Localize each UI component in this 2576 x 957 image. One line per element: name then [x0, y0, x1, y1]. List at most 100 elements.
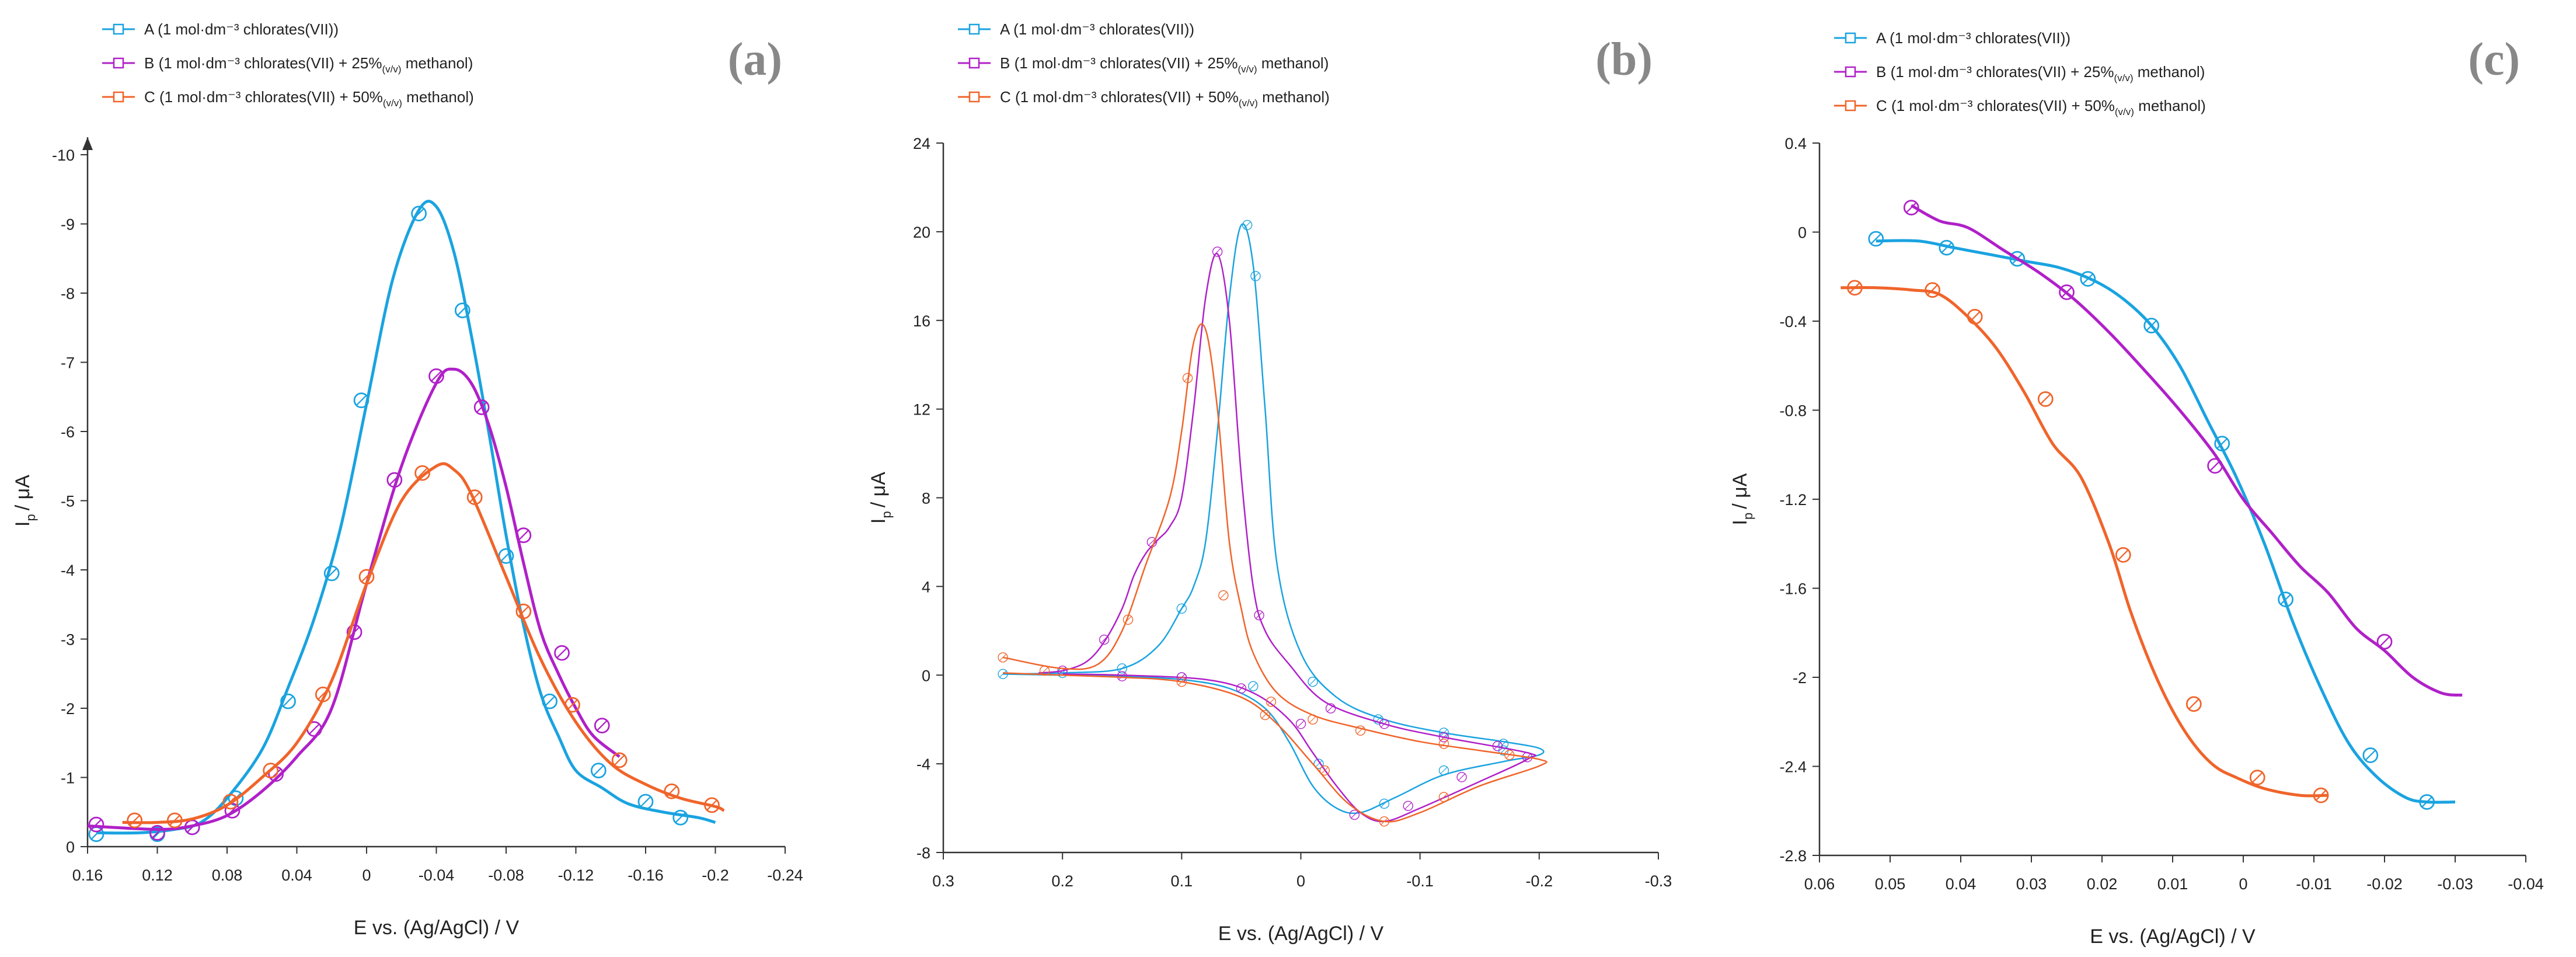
series-c-1	[1868, 231, 2456, 810]
data-point-slash	[1404, 802, 1412, 810]
chart-c: 0.06 0.05 0.04 0.03 0.02 0.01 0 -0.01 -0.02 -0.03…	[1729, 29, 2544, 948]
legend-item: B (1 mol·dm⁻³ chlorates(VII) + 25%(v/v) …	[958, 54, 1329, 75]
data-point	[127, 812, 143, 829]
panel-b: 0.3 0.2 0.1 0 -0.1 -0.2 -0.3 -8 -4 0 4 8 12 16 20 24 E v…	[859, 0, 1717, 954]
series-line	[1841, 286, 2328, 798]
y-axis-label: Ip / μA	[12, 475, 38, 527]
data-point-slash	[1118, 673, 1126, 680]
x-tick-label: 0	[362, 866, 371, 884]
data-point	[224, 803, 240, 819]
data-point-slash	[469, 492, 480, 503]
data-point-slash	[1440, 740, 1448, 747]
legend-name: B (1 mol·dm⁻³ chlorates(VII) + 25%	[1876, 63, 2114, 81]
data-point-slash	[999, 653, 1007, 661]
data-point	[2313, 787, 2329, 803]
data-point	[411, 206, 427, 222]
data-point	[88, 816, 104, 833]
y-axis-arrow-icon	[82, 137, 93, 150]
data-point	[564, 697, 580, 713]
legend-name: B (1 mol·dm⁻³ chlorates(VII) + 25%	[144, 54, 382, 72]
x-tick-label: -0.2	[702, 866, 729, 884]
legend-label: C (1 mol·dm⁻³ chlorates(VII) + 50%(v/v) …	[1000, 88, 1330, 109]
x-tick-label: 0.3	[932, 872, 954, 890]
x-tick-label: 0.06	[1804, 875, 1835, 893]
series-c-2	[1903, 200, 2463, 697]
y-tick-label: -6	[61, 423, 75, 441]
y-label-main: I	[867, 518, 890, 523]
x-tick-label: 0	[1296, 872, 1305, 890]
data-point	[1117, 671, 1127, 681]
series-line	[1876, 239, 2456, 804]
data-point-slash	[1458, 773, 1466, 781]
legend-sub: (v/v)	[382, 64, 401, 75]
y-axis-label: Ip / μA	[1729, 473, 1755, 525]
data-point-slash	[1505, 751, 1513, 758]
data-point	[1260, 709, 1270, 721]
data-point	[2278, 591, 2293, 607]
y-tick-label: 24	[913, 135, 930, 152]
data-point-slash	[348, 627, 360, 638]
series-line	[1911, 204, 2463, 697]
data-point-slash	[999, 670, 1007, 678]
data-point-slash	[1870, 233, 1881, 245]
data-point	[1254, 610, 1264, 621]
data-point-slash	[706, 799, 717, 811]
legend-sub: (v/v)	[1239, 98, 1258, 109]
data-point-slash	[567, 699, 578, 711]
data-point-slash	[518, 605, 529, 617]
legend-marker-icon	[1845, 100, 1856, 112]
data-point-slash	[675, 812, 686, 823]
data-point-slash	[318, 689, 329, 700]
data-point	[2037, 391, 2054, 407]
data-point	[1308, 676, 1318, 687]
data-point-slash	[2421, 796, 2432, 808]
data-point-slash	[1327, 705, 1334, 712]
legend-marker-icon	[968, 91, 980, 103]
data-point	[1379, 719, 1390, 729]
y-tick-label: -1.6	[1779, 580, 1807, 598]
data-point-slash	[640, 796, 651, 808]
data-point	[1868, 231, 1884, 247]
x-tick-label: -0.16	[628, 866, 664, 884]
legend-marker-icon	[113, 23, 124, 35]
legend-item: C (1 mol·dm⁻³ chlorates(VII) + 50%(v/v) …	[1834, 97, 2206, 117]
series-line	[96, 200, 716, 835]
data-point	[1319, 765, 1330, 776]
series-line	[122, 462, 725, 824]
legend-name: A (1 mol·dm⁻³ chlorates(VII))	[1000, 20, 1194, 38]
y-tick-label: -4	[916, 756, 930, 773]
data-point-slash	[1440, 767, 1448, 774]
data-point-slash	[1309, 716, 1316, 723]
panel-label: (c)	[2468, 34, 2520, 85]
x-tick-label: -0.12	[558, 866, 594, 884]
data-point-slash	[152, 829, 163, 840]
data-point	[473, 399, 490, 415]
y-axis-label: Ip / μA	[867, 472, 894, 524]
y-tick-label: 0.4	[1784, 135, 1807, 152]
data-point	[1379, 816, 1390, 827]
legend-rest: methanol)	[2134, 97, 2206, 114]
legend-item: B (1 mol·dm⁻³ chlorates(VII) + 25%(v/v) …	[102, 54, 473, 75]
data-point	[998, 669, 1008, 680]
data-point	[1266, 697, 1277, 707]
data-point-slash	[129, 815, 140, 826]
y-tick-label: 0	[66, 838, 75, 856]
legend-marker-icon	[1845, 32, 1856, 44]
data-point	[1349, 809, 1360, 820]
y-tick-label: 0	[1798, 224, 1807, 242]
legend-name: A (1 mol·dm⁻³ chlorates(VII))	[144, 20, 339, 38]
x-tick-label: 0.04	[1946, 875, 1977, 893]
data-point-slash	[225, 796, 236, 808]
data-point-slash	[1041, 667, 1048, 674]
data-point-slash	[1315, 760, 1323, 768]
y-tick-label: -2	[61, 700, 75, 718]
data-point	[515, 527, 532, 544]
data-point-slash	[265, 765, 276, 776]
data-point-slash	[1927, 284, 1938, 295]
series-a-3	[122, 462, 725, 829]
legend-item: B (1 mol·dm⁻³ chlorates(VII) + 25%(v/v) …	[1834, 63, 2205, 83]
series-line	[1038, 252, 1536, 823]
legend-sub: (v/v)	[1238, 64, 1257, 75]
legend-marker-icon	[113, 91, 124, 103]
y-tick-label: -9	[61, 216, 75, 234]
